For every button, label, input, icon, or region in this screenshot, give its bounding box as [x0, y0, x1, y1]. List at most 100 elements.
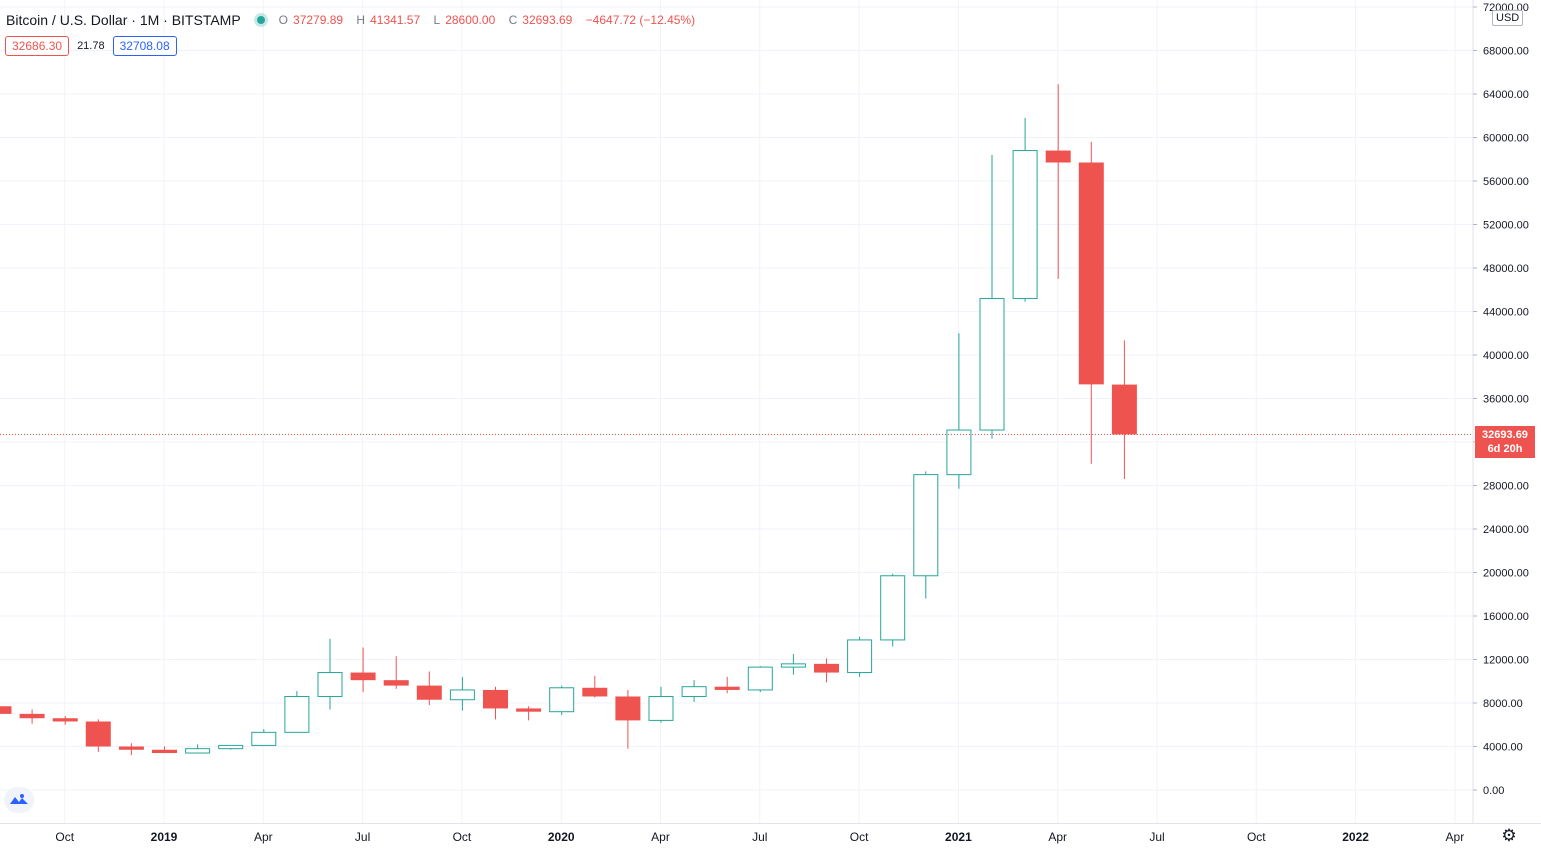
- candle[interactable]: [284, 691, 310, 733]
- candle[interactable]: [449, 676, 475, 711]
- candle[interactable]: [383, 656, 409, 689]
- candle-body-down: [1078, 162, 1104, 385]
- candle-body-up: [317, 672, 343, 697]
- candle[interactable]: [52, 716, 78, 725]
- candle[interactable]: [218, 744, 244, 750]
- time-axis-labels: Oct 2019 Apr Jul Oct 2020 Apr Jul Oct 2021 Apr Jul O…: [55, 830, 1464, 844]
- candle[interactable]: [847, 636, 873, 677]
- sell-button[interactable]: 32686.30: [5, 36, 70, 56]
- close-label: C: [508, 13, 518, 27]
- low-label: L: [433, 13, 441, 27]
- candle-body-up: [847, 639, 873, 674]
- y-tick-label: 68000.00: [1483, 46, 1529, 58]
- candle[interactable]: [85, 719, 111, 752]
- candle[interactable]: [681, 680, 707, 702]
- x-tick-label: 2022: [1342, 830, 1369, 844]
- y-tick-label: 64000.00: [1483, 89, 1529, 101]
- candle-body-up: [747, 666, 773, 691]
- close-value: 32693.69: [522, 13, 573, 27]
- candle[interactable]: [1078, 141, 1104, 464]
- x-tick-label: Oct: [1247, 830, 1266, 844]
- candle[interactable]: [615, 689, 641, 749]
- candle[interactable]: [714, 676, 740, 694]
- y-tick-label: 24000.00: [1483, 524, 1529, 536]
- candle[interactable]: [913, 471, 939, 599]
- candle[interactable]: [780, 654, 806, 675]
- quote-row: 32686.30 21.78 32708.08: [5, 36, 177, 56]
- candle[interactable]: [946, 333, 972, 489]
- x-tick-label: Jul: [355, 830, 370, 844]
- candle[interactable]: [251, 729, 277, 746]
- candle[interactable]: [19, 709, 45, 724]
- x-tick-label: Oct: [55, 830, 74, 844]
- gear-icon[interactable]: ⚙: [1501, 826, 1517, 845]
- candle[interactable]: [350, 647, 376, 693]
- grid-lines: [0, 0, 1473, 823]
- change-value: −4647.72 (−12.45%): [585, 13, 696, 27]
- y-tick-label: 36000.00: [1483, 394, 1529, 406]
- candle-body-down: [582, 687, 608, 697]
- buy-button[interactable]: 32708.08: [112, 36, 177, 56]
- candle[interactable]: [814, 658, 839, 683]
- price-axis-panel[interactable]: [1473, 0, 1541, 823]
- candle[interactable]: [747, 666, 773, 693]
- bar-countdown: 6d 20h: [1487, 443, 1523, 455]
- live-dot-icon: [256, 16, 265, 24]
- candle-body-up: [284, 695, 310, 733]
- candle-body-down: [19, 713, 45, 719]
- candle-body-up: [185, 748, 211, 754]
- candle[interactable]: [483, 686, 508, 720]
- candle[interactable]: [648, 686, 674, 723]
- symbol-title[interactable]: Bitcoin / U.S. Dollar · 1M · BITSTAMP: [6, 12, 241, 28]
- y-tick-label: 8000.00: [1483, 698, 1523, 710]
- candle-body-down: [152, 749, 177, 754]
- x-tick-label: Apr: [1446, 830, 1465, 844]
- candle-body-up: [946, 429, 972, 476]
- open-label: O: [278, 13, 289, 27]
- candle[interactable]: [516, 706, 542, 721]
- y-tick-label: 44000.00: [1483, 307, 1529, 319]
- currency-button[interactable]: USD: [1492, 10, 1524, 26]
- candle[interactable]: [582, 675, 608, 698]
- open-value: 37279.89: [293, 13, 344, 27]
- x-tick-label: Apr: [651, 830, 670, 844]
- x-tick-label: Jul: [752, 830, 767, 844]
- x-tick-label: 2020: [548, 830, 575, 844]
- candle[interactable]: [1045, 84, 1071, 279]
- candle-body-up: [780, 663, 806, 668]
- y-tick-label: 4000.00: [1483, 742, 1523, 754]
- candle[interactable]: [549, 685, 575, 715]
- candle-body-down: [383, 680, 409, 686]
- candle[interactable]: [880, 573, 906, 647]
- x-tick-label: Apr: [1048, 830, 1067, 844]
- y-tick-label: 48000.00: [1483, 263, 1529, 275]
- candle-body-up: [979, 297, 1005, 431]
- y-tick-label: 52000.00: [1483, 220, 1529, 232]
- candle[interactable]: [1111, 340, 1137, 479]
- logo-mark-icon: [10, 794, 28, 804]
- candle[interactable]: [317, 638, 343, 710]
- candle[interactable]: [979, 154, 1005, 439]
- price-axis-labels: 72000.0068000.0064000.0060000.0056000.00…: [1473, 2, 1529, 797]
- candle-body-down: [85, 721, 111, 747]
- candle[interactable]: [1012, 117, 1038, 302]
- candle-body-up: [648, 695, 674, 721]
- candle[interactable]: [152, 746, 177, 754]
- x-tick-label: Jul: [1149, 830, 1164, 844]
- candles-group: [0, 84, 1137, 756]
- candle-body-up: [251, 731, 277, 746]
- candle[interactable]: [0, 705, 12, 715]
- candle[interactable]: [185, 744, 211, 754]
- y-tick-label: 28000.00: [1483, 481, 1529, 493]
- candle[interactable]: [118, 743, 144, 756]
- candle[interactable]: [416, 671, 442, 706]
- tradingview-logo-icon[interactable]: [4, 787, 34, 813]
- spread-value: 21.78: [77, 40, 105, 52]
- candle-body-down: [416, 685, 442, 700]
- x-tick-label: 2021: [945, 830, 972, 844]
- candle-body-down: [52, 718, 78, 722]
- y-tick-label: 56000.00: [1483, 176, 1529, 188]
- candle-body-up: [681, 686, 707, 697]
